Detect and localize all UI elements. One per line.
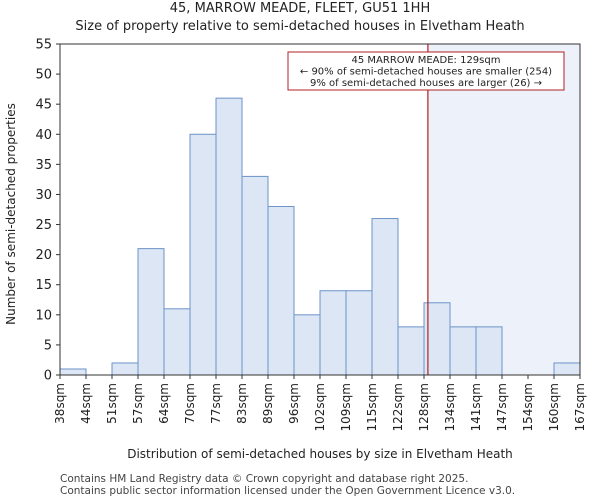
y-tick-label: 20 xyxy=(35,248,52,263)
bar-134sqm xyxy=(449,326,477,376)
x-axis-label: Distribution of semi-detached houses by … xyxy=(127,447,513,461)
footer-licence: Contains public sector information licen… xyxy=(60,485,516,497)
x-tick-label: 96sqm xyxy=(287,383,301,424)
y-ticks-group: 0 5 10 15 20 25 30 35 40 45 50 55 xyxy=(35,38,60,384)
bar-115sqm xyxy=(371,218,399,376)
x-tick-label: 134sqm xyxy=(443,383,457,431)
y-tick-label: 35 xyxy=(35,158,52,173)
y-tick-label: 15 xyxy=(35,278,52,293)
bar-83sqm xyxy=(241,175,269,376)
x-tick-label: 77sqm xyxy=(209,383,223,424)
x-tick-label: 154sqm xyxy=(521,383,535,431)
y-tick-label: 40 xyxy=(35,128,52,143)
highlight-region-group xyxy=(427,44,580,375)
x-tick-label: 115sqm xyxy=(365,383,379,431)
y-axis-label: Number of semi-detached properties xyxy=(4,103,18,325)
y-tick-label: 25 xyxy=(35,218,52,233)
x-tick-label: 38sqm xyxy=(53,383,67,424)
bar-96sqm xyxy=(293,314,321,376)
annotation-box xyxy=(287,51,565,91)
x-tick-label: 128sqm xyxy=(417,383,431,431)
bar-38sqm xyxy=(59,368,87,376)
y-tick-label: 50 xyxy=(35,68,52,83)
x-tick-label: 64sqm xyxy=(157,383,171,424)
bar-89sqm xyxy=(267,205,295,376)
x-tick-label: 109sqm xyxy=(339,383,353,431)
x-tick-label: 51sqm xyxy=(105,383,119,424)
y-tick-label: 45 xyxy=(35,98,52,113)
y-tick-label: 10 xyxy=(35,308,52,323)
x-tick-label: 122sqm xyxy=(391,383,405,431)
bars-group xyxy=(59,97,581,376)
x-tick-label: 89sqm xyxy=(261,383,275,424)
y-tick-label: 5 xyxy=(44,338,52,353)
x-tick-label: 102sqm xyxy=(313,383,327,431)
x-tick-label: 44sqm xyxy=(79,383,93,424)
x-tick-label: 147sqm xyxy=(495,383,509,431)
footer-copyright: Contains HM Land Registry data © Crown c… xyxy=(60,473,469,485)
x-tick-label: 160sqm xyxy=(547,383,561,431)
highlight-region xyxy=(427,44,580,375)
bar-77sqm xyxy=(215,97,243,376)
bar-64sqm xyxy=(163,308,191,376)
bar-57sqm xyxy=(137,248,165,376)
bar-160sqm xyxy=(553,362,581,376)
annotation-group: 45 MARROW MEADE: 129sqm← 90% of semi-det… xyxy=(287,51,565,91)
x-tick-label: 57sqm xyxy=(131,383,145,424)
y-tick-label: 0 xyxy=(44,369,52,384)
x-tick-label: 70sqm xyxy=(183,383,197,424)
y-tick-label: 30 xyxy=(35,188,52,203)
x-tick-label: 141sqm xyxy=(469,383,483,431)
bar-51sqm xyxy=(111,362,139,376)
annotation-line-1: 45 MARROW MEADE: 129sqm xyxy=(352,55,501,66)
bar-102sqm xyxy=(319,290,347,376)
bar-109sqm xyxy=(345,290,373,376)
y-tick-label: 55 xyxy=(35,38,52,53)
annotation-line-2: ← 90% of semi-detached houses are smalle… xyxy=(300,67,552,78)
x-tick-label: 167sqm xyxy=(573,383,587,431)
chart-title-line-1: 45, MARROW MEADE, FLEET, GU51 1HH xyxy=(169,1,431,16)
annotation-line-3: 9% of semi-detached houses are larger (2… xyxy=(310,78,542,89)
bar-70sqm xyxy=(189,133,217,376)
x-ticks-group: 38sqm 44sqm 51sqm 57sqm 64sqm 70sqm 77sqm 83sqm… xyxy=(53,375,587,431)
x-tick-label: 83sqm xyxy=(235,383,249,424)
bar-122sqm xyxy=(397,326,425,376)
bar-141sqm xyxy=(475,326,503,376)
chart-title-line-2: Size of property relative to semi-detach… xyxy=(75,19,525,34)
